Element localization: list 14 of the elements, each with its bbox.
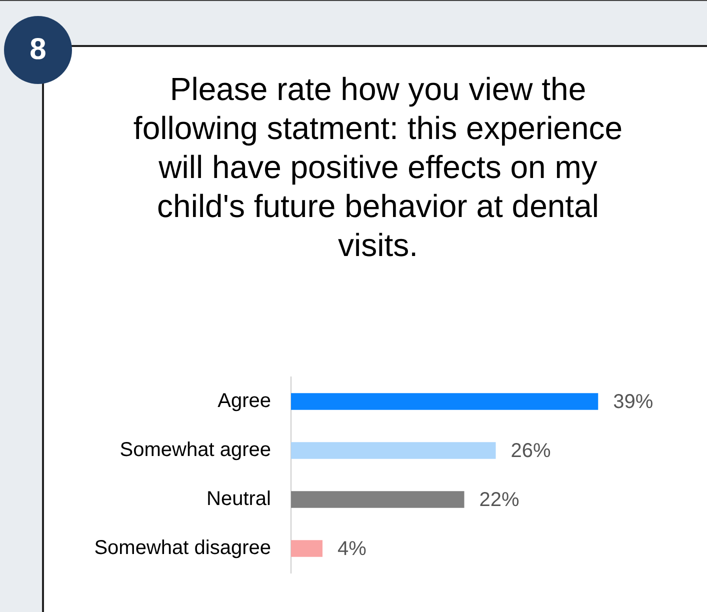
y-tick-label: Agree <box>218 390 271 412</box>
bar <box>291 491 464 508</box>
y-tick-label: Somewhat agree <box>120 439 271 462</box>
y-tick-label: Somewhat disagree <box>94 537 271 560</box>
text: 8 <box>4 16 72 84</box>
data-label: 22% <box>479 489 520 512</box>
data-label: 26% <box>510 440 551 462</box>
bar <box>291 393 598 410</box>
chart-title: Please rate how you view the following statment: this experience will have positive effects on my child's future behavior at dental visits. <box>132 70 624 265</box>
bar <box>291 442 496 459</box>
data-label: 39% <box>613 391 654 414</box>
bar <box>291 540 322 557</box>
y-tick-label: Neutral <box>206 488 271 510</box>
data-label: 4% <box>338 538 367 560</box>
